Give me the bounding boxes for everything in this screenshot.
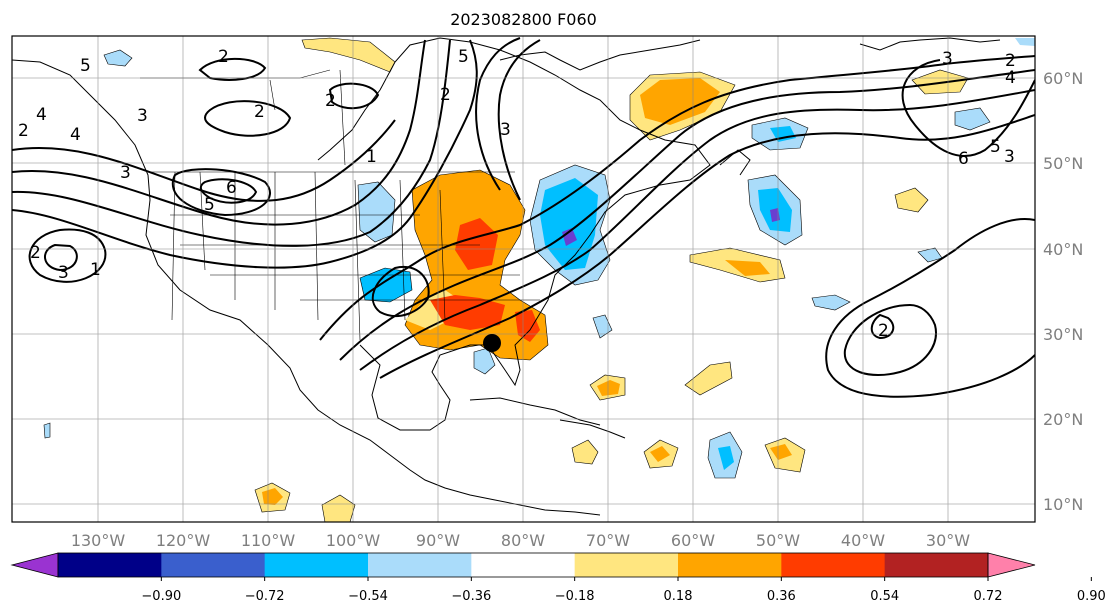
lon-label: 110°W [241,531,296,550]
colorbar-tick-label: −0.36 [451,589,491,604]
colorbar: −0.90 −0.72 −0.54 −0.36 −0.18 0.18 0.36 0.54 0.7… [10,552,1105,604]
colorbar-tick-label: 0.18 [664,589,693,604]
colorbar-cell [781,553,886,577]
contour-label: 2 [30,243,41,263]
lon-label: 50°W [756,531,800,550]
lon-label: 30°W [926,531,970,550]
contour-labels: 2 5 4 4 3 2 2 2 3 1 5 6 3 2 1 2 5 3 3 2 … [18,47,1016,341]
contour-label: 5 [80,56,91,76]
contour-label: 5 [458,47,469,67]
coastlines [12,37,1001,516]
colorbar-tick-label: −0.54 [348,589,388,604]
lon-label: 90°W [416,531,460,550]
colorbar-cell [471,553,576,577]
colorbar-tick-label: 0.90 [1077,589,1105,604]
contour-label: 5 [990,137,1001,157]
contour-label: 2 [440,85,451,105]
longitude-labels: 130°W 120°W 110°W 100°W 90°W 80°W 70°W 6… [71,531,970,550]
colorbar-tick-label: 0.36 [767,589,796,604]
colorbar-cell [368,553,472,577]
contour-label: 3 [120,163,131,183]
lat-label: 40°N [1043,240,1083,259]
contour-label: 4 [70,125,81,145]
colorbar-extend-right [987,552,1036,578]
contour-label: 6 [958,149,969,169]
map-title: 2023082800 F060 [450,10,597,29]
map-frame [11,35,1036,523]
lat-label: 10°N [1043,495,1083,514]
contour-label: 3 [500,120,511,140]
lat-label: 60°N [1043,69,1083,88]
colorbar-tick-label: −0.90 [141,589,181,604]
colorbar-cell [58,553,162,577]
colorbar-cell [884,553,989,577]
contour-label: 3 [137,106,148,126]
lon-label: 100°W [326,531,381,550]
contour-label: 2 [218,47,229,67]
contour-label: 3 [942,49,953,69]
lat-label: 50°N [1043,154,1083,173]
map-background [12,36,1035,522]
lon-label: 40°W [841,531,885,550]
lon-label: 130°W [71,531,126,550]
colorbar-tick-label: −0.18 [555,589,595,604]
lon-label: 60°W [671,531,715,550]
colorbar-cell [264,553,369,577]
contour-label: 2 [18,121,29,141]
contour-label: 1 [366,147,377,167]
colorbar-tick-label: 0.54 [870,589,899,604]
contour-label: 2 [254,102,265,122]
contour-label: 3 [58,263,69,283]
colorbar-tick-label: 0.72 [974,589,1003,604]
graticule [12,36,1035,522]
colorbar-extend-left [10,552,59,578]
lon-label: 70°W [586,531,630,550]
height-contours [12,37,1035,398]
lon-label: 80°W [501,531,545,550]
colorbar-cell [574,553,679,577]
colorbar-cell [161,553,266,577]
latitude-labels: 60°N 50°N 40°N 30°N 20°N 10°N [1043,69,1083,514]
storm-marker-dot [483,334,501,352]
colorbar-cell [678,553,782,577]
contour-label: 1 [90,260,101,280]
lon-label: 120°W [156,531,211,550]
contour-label: 6 [226,178,237,198]
contour-label: 4 [1005,68,1016,88]
anomaly-shading [43,37,1035,522]
contour-label: 3 [1004,147,1015,167]
lat-label: 20°N [1043,410,1083,429]
contour-label: 4 [36,105,47,125]
contour-label: 2 [325,91,336,111]
colorbar-tick-label: −0.72 [245,589,285,604]
contour-label: 5 [204,195,215,215]
lat-label: 30°N [1043,325,1083,344]
contour-label: 2 [878,321,889,341]
contour-label: 2 [1005,51,1016,71]
